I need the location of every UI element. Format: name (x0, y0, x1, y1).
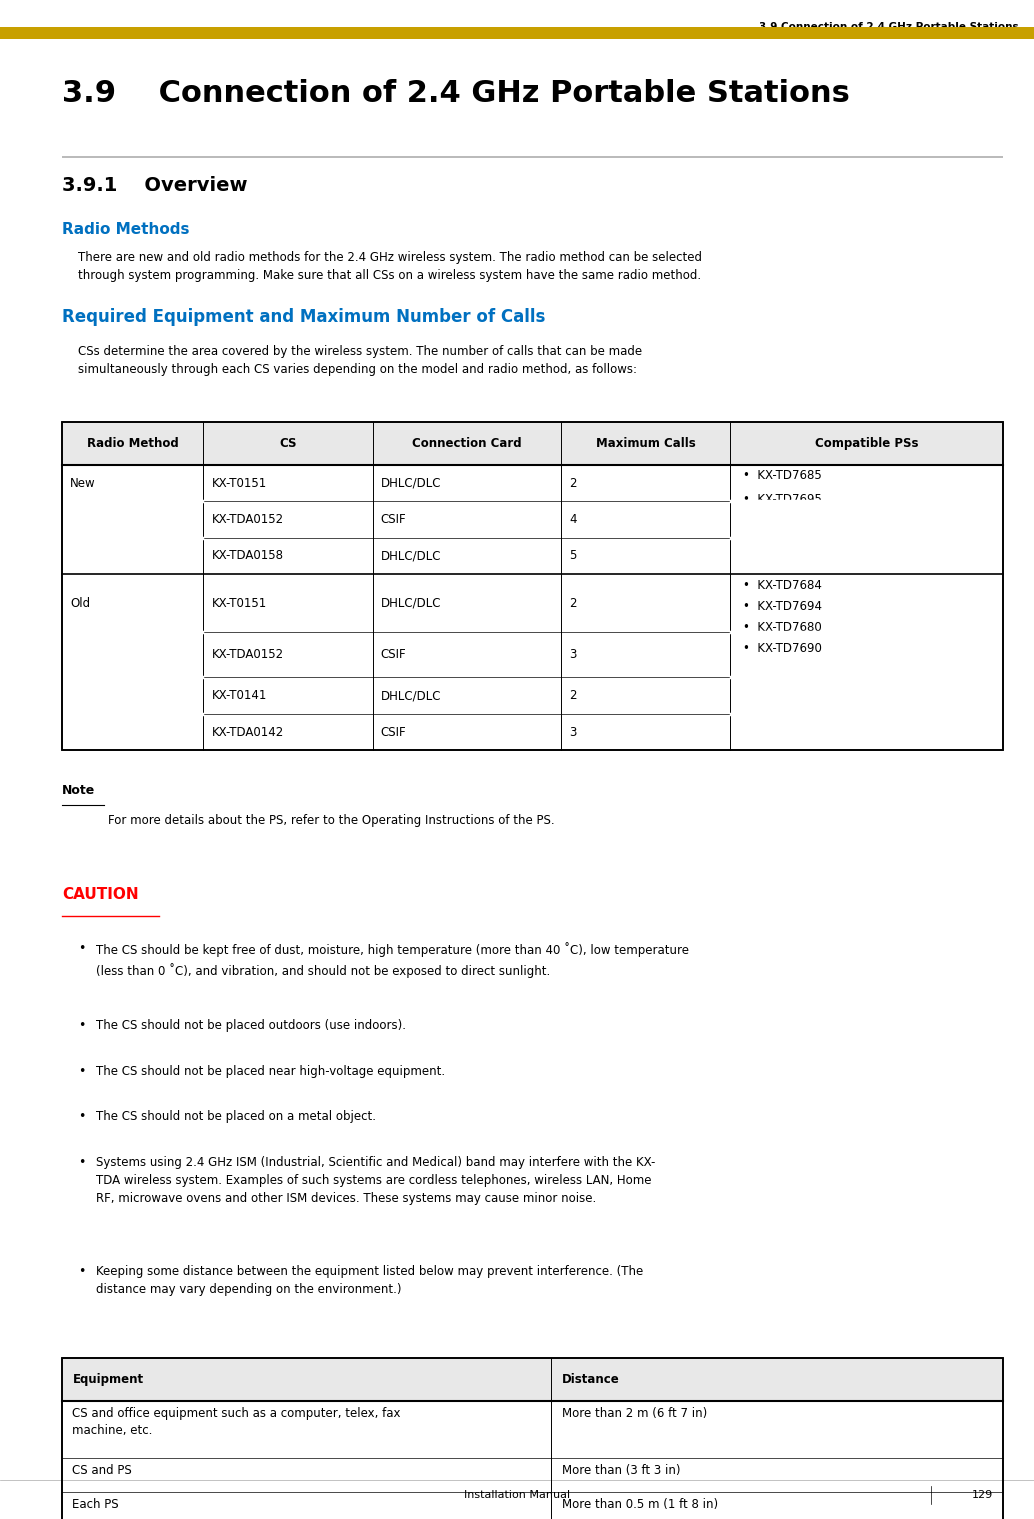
Text: •: • (79, 942, 86, 955)
Bar (0, 27, 1034, 39)
Text: Distance: Distance (561, 1373, 619, 1385)
Text: DHLC/DLC: DHLC/DLC (381, 550, 442, 562)
Text: The CS should not be placed outdoors (use indoors).: The CS should not be placed outdoors (us… (96, 1019, 406, 1033)
Text: New: New (70, 477, 96, 489)
Text: CSIF: CSIF (381, 513, 406, 526)
Text: CS and PS: CS and PS (72, 1464, 132, 1478)
Text: CSIF: CSIF (381, 726, 406, 738)
Text: Connection Card: Connection Card (412, 437, 521, 450)
Text: KX-T0151: KX-T0151 (211, 597, 267, 609)
Text: •: • (79, 1265, 86, 1279)
Text: •: • (79, 1019, 86, 1033)
Text: •: • (79, 1065, 86, 1078)
Text: The CS should not be placed on a metal object.: The CS should not be placed on a metal o… (96, 1110, 376, 1124)
Bar (62, 422, 1003, 750)
Text: •  KX-TD7684
•  KX-TD7694
•  KX-TD7680
•  KX-TD7690: • KX-TD7684 • KX-TD7694 • KX-TD7680 • KX… (742, 579, 822, 655)
Text: Equipment: Equipment (72, 1373, 144, 1385)
Text: Systems using 2.4 GHz ISM (Industrial, Scientific and Medical) band may interfer: Systems using 2.4 GHz ISM (Industrial, S… (96, 1156, 656, 1205)
Bar (62, 422, 1003, 465)
Text: 3: 3 (569, 726, 576, 738)
Text: Compatible PSs: Compatible PSs (815, 437, 918, 450)
Text: KX-TDA0152: KX-TDA0152 (211, 649, 283, 661)
Bar (62, 465, 1003, 750)
Text: DHLC/DLC: DHLC/DLC (381, 477, 442, 489)
Text: •  KX-TD7685
•  KX-TD7695: • KX-TD7685 • KX-TD7695 (742, 469, 821, 506)
Bar (62, 1358, 1003, 1519)
Text: 3.9.1    Overview: 3.9.1 Overview (62, 176, 247, 196)
Text: 3: 3 (569, 649, 576, 661)
Text: Required Equipment and Maximum Number of Calls: Required Equipment and Maximum Number of… (62, 308, 545, 327)
Text: •: • (79, 1156, 86, 1170)
Text: 2: 2 (569, 477, 577, 489)
Text: •: • (79, 1110, 86, 1124)
Text: CAUTION: CAUTION (62, 887, 139, 902)
Text: DHLC/DLC: DHLC/DLC (381, 597, 442, 609)
Text: For more details about the PS, refer to the Operating Instructions of the PS.: For more details about the PS, refer to … (93, 814, 554, 828)
Text: 3.9 Connection of 2.4 GHz Portable Stations: 3.9 Connection of 2.4 GHz Portable Stati… (759, 23, 1018, 32)
Bar (62, 1358, 1003, 1519)
Text: CSs determine the area covered by the wireless system. The number of calls that : CSs determine the area covered by the wi… (78, 345, 642, 377)
Text: More than 0.5 m (1 ft 8 in): More than 0.5 m (1 ft 8 in) (561, 1498, 718, 1511)
Text: 2: 2 (569, 690, 577, 702)
Text: The CS should not be placed near high-voltage equipment.: The CS should not be placed near high-vo… (96, 1065, 446, 1078)
Text: KX-T0141: KX-T0141 (211, 690, 267, 702)
Text: Installation Manual: Installation Manual (464, 1490, 570, 1499)
Bar (62, 422, 1003, 750)
Bar (62, 1401, 1003, 1519)
Text: KX-T0151: KX-T0151 (211, 477, 267, 489)
Text: The CS should be kept free of dust, moisture, high temperature (more than 40 ˚C): The CS should be kept free of dust, mois… (96, 942, 690, 978)
Text: More than (3 ft 3 in): More than (3 ft 3 in) (561, 1464, 680, 1478)
Text: 5: 5 (569, 550, 576, 562)
Text: Radio Method: Radio Method (87, 437, 179, 450)
Text: Keeping some distance between the equipment listed below may prevent interferenc: Keeping some distance between the equipm… (96, 1265, 643, 1296)
Text: 129: 129 (971, 1490, 993, 1499)
Text: 2: 2 (569, 597, 577, 609)
Text: There are new and old radio methods for the 2.4 GHz wireless system. The radio m: There are new and old radio methods for … (78, 251, 701, 283)
Text: Radio Methods: Radio Methods (62, 222, 189, 237)
Bar (62, 156, 1003, 158)
Text: KX-TDA0142: KX-TDA0142 (211, 726, 283, 738)
Text: CSIF: CSIF (381, 649, 406, 661)
Text: CS and office equipment such as a computer, telex, fax
machine, etc.: CS and office equipment such as a comput… (72, 1407, 401, 1437)
Bar (62, 1358, 1003, 1401)
Text: Each PS: Each PS (72, 1498, 119, 1511)
Text: Note: Note (62, 784, 95, 797)
Text: 3.9    Connection of 2.4 GHz Portable Stations: 3.9 Connection of 2.4 GHz Portable Stati… (62, 79, 850, 108)
Text: Maximum Calls: Maximum Calls (596, 437, 695, 450)
Text: DHLC/DLC: DHLC/DLC (381, 690, 442, 702)
Text: KX-TDA0152: KX-TDA0152 (211, 513, 283, 526)
Text: 4: 4 (569, 513, 577, 526)
Text: CS: CS (279, 437, 297, 450)
Text: KX-TDA0158: KX-TDA0158 (211, 550, 283, 562)
Text: More than 2 m (6 ft 7 in): More than 2 m (6 ft 7 in) (561, 1407, 707, 1420)
Text: Old: Old (70, 597, 90, 609)
